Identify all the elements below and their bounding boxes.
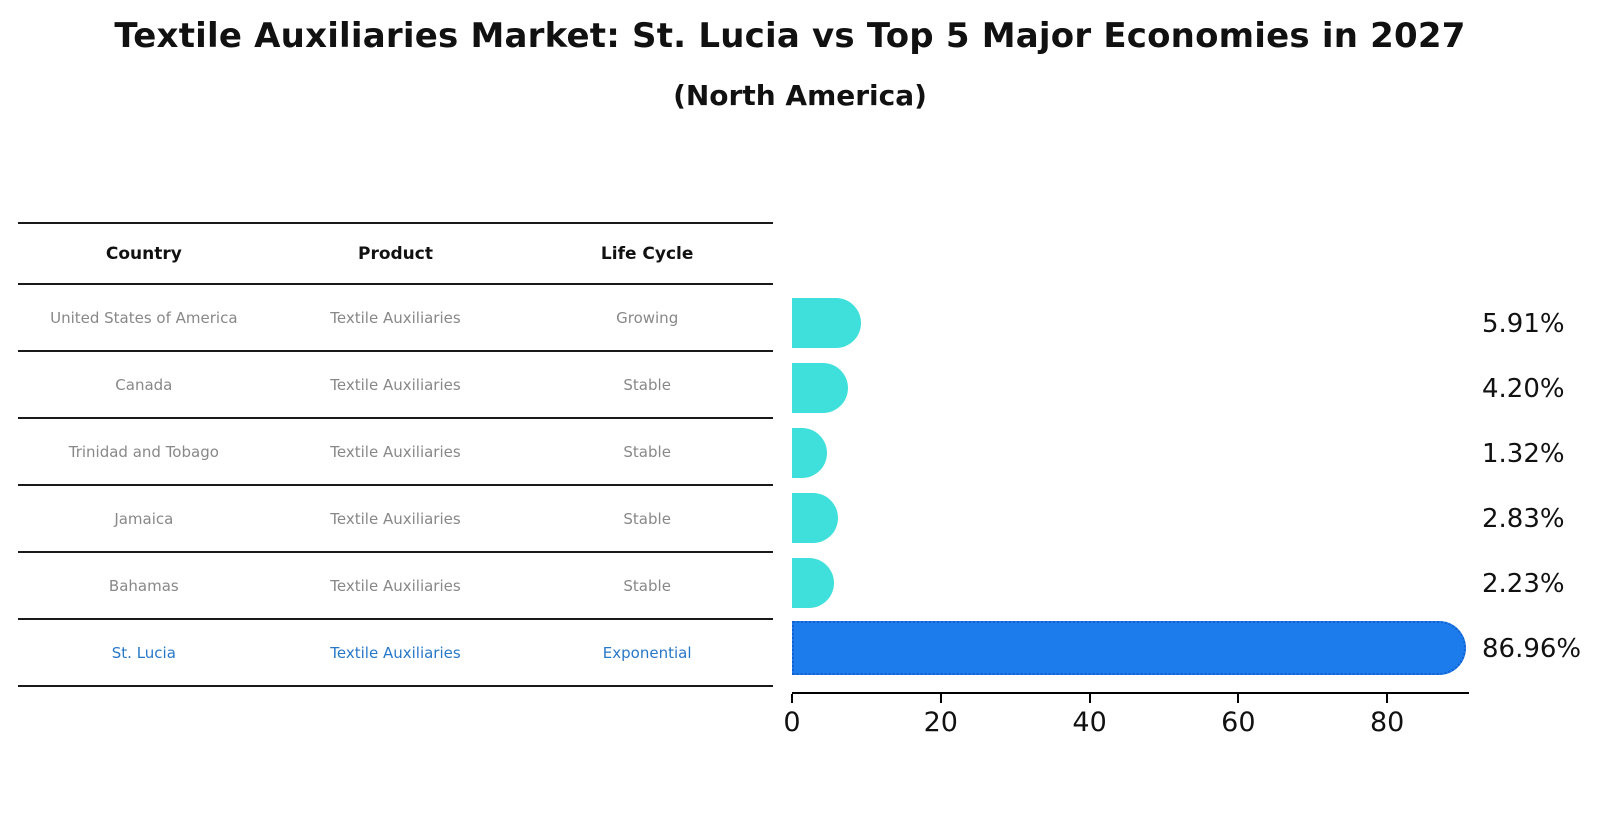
table-row: Trinidad and Tobago Textile Auxiliaries St…	[18, 419, 773, 486]
cell-life-cycle: Exponential	[602, 643, 692, 662]
x-tick-mark	[939, 694, 942, 703]
bar-chart-plot-area	[792, 291, 1469, 681]
bar-band	[792, 616, 1469, 681]
x-axis: 0 20 40 60 80	[783, 692, 1469, 744]
cell-product: Textile Auxiliaries	[330, 308, 461, 327]
bar	[792, 428, 827, 478]
table-row: United States of America Textile Auxiliar…	[18, 285, 773, 352]
cell-life-cycle: Stable	[623, 442, 671, 461]
x-tick-label: 40	[1072, 707, 1107, 738]
cell-country: United States of America	[50, 308, 238, 327]
bar-highlight	[792, 621, 1466, 675]
country-table: Country Product Life Cycle United States…	[18, 222, 773, 687]
x-tick-mark	[1386, 694, 1389, 703]
table-row: Jamaica Textile Auxiliaries Stable	[18, 486, 773, 553]
value-label: 2.83%	[1482, 503, 1565, 534]
x-tick-label: 80	[1369, 707, 1405, 738]
bar	[792, 363, 849, 413]
cell-product: Textile Auxiliaries	[330, 442, 461, 461]
cell-country: Canada	[115, 375, 173, 394]
bar-band	[792, 291, 1469, 356]
bar-band	[792, 551, 1469, 616]
value-label-column: 5.91% 4.20% 1.32% 2.83% 2.23% 86.96%	[1482, 291, 1602, 681]
cell-product: Textile Auxiliaries	[330, 375, 461, 394]
column-header-life-cycle: Life Cycle	[600, 243, 694, 264]
bar-band	[792, 486, 1469, 551]
bar-band	[792, 356, 1469, 421]
cell-country: Trinidad and Tobago	[68, 442, 219, 461]
bar	[792, 298, 861, 348]
table-row: St. Lucia Textile Auxiliaries Exponential	[18, 620, 773, 687]
x-tick-mark	[1237, 694, 1240, 703]
cell-country: Bahamas	[108, 576, 179, 595]
cell-life-cycle: Stable	[623, 509, 671, 528]
x-tick-label: 60	[1221, 707, 1256, 738]
table-row: Canada Textile Auxiliaries Stable	[18, 352, 773, 419]
value-label: 2.23%	[1482, 568, 1565, 599]
table-header-row: Country Product Life Cycle	[18, 222, 773, 285]
column-header-product: Product	[357, 243, 433, 264]
value-label: 5.91%	[1482, 308, 1565, 339]
cell-country: St. Lucia	[111, 643, 176, 662]
table-body: United States of America Textile Auxiliar…	[18, 285, 773, 687]
chart-subtitle: (North America)	[673, 79, 927, 112]
cell-product: Textile Auxiliaries	[330, 509, 461, 528]
cell-country: Jamaica	[114, 509, 174, 528]
value-label: 1.32%	[1482, 438, 1565, 469]
cell-life-cycle: Stable	[623, 375, 671, 394]
x-tick-label: 0	[783, 707, 801, 738]
value-label: 86.96%	[1482, 633, 1582, 664]
column-header-country: Country	[105, 243, 182, 264]
cell-product: Textile Auxiliaries	[330, 576, 461, 595]
chart-title: Textile Auxiliaries Market: St. Lucia vs…	[114, 16, 1466, 56]
cell-product: Textile Auxiliaries	[330, 643, 461, 662]
cell-life-cycle: Growing	[616, 308, 679, 327]
bar-band	[792, 421, 1469, 486]
table-row: Bahamas Textile Auxiliaries Stable	[18, 553, 773, 620]
x-tick-mark	[1088, 694, 1091, 703]
bar	[792, 493, 839, 543]
x-tick-mark	[791, 694, 793, 703]
bar	[792, 558, 834, 608]
value-label: 4.20%	[1482, 373, 1565, 404]
x-tick-label: 20	[923, 707, 958, 738]
cell-life-cycle: Stable	[623, 576, 671, 595]
